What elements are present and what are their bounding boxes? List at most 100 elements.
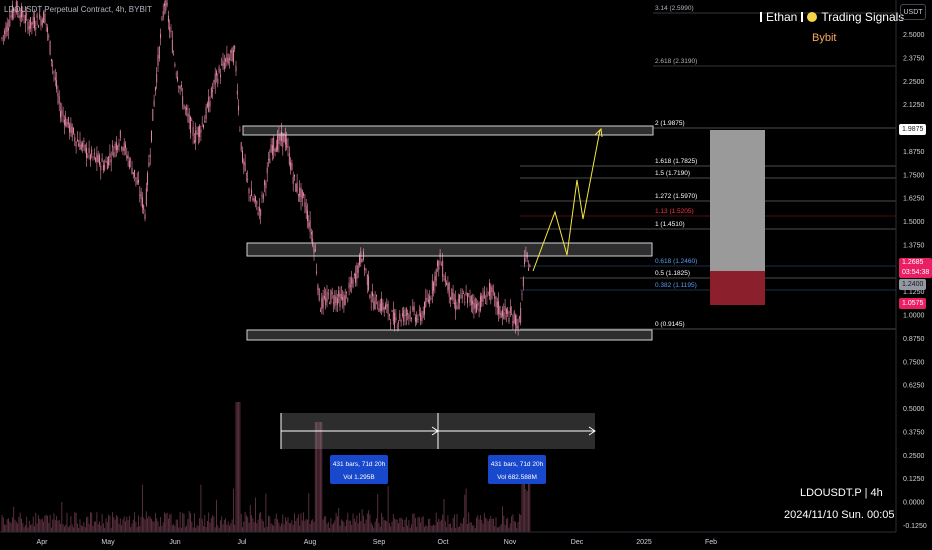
volume-bar bbox=[158, 526, 160, 532]
volume-bar bbox=[121, 525, 123, 532]
volume-bar bbox=[2, 517, 4, 532]
candle-body bbox=[212, 90, 214, 92]
volume-bar bbox=[22, 522, 24, 532]
volume-bar bbox=[212, 515, 214, 532]
time-tick-label: May bbox=[101, 539, 115, 546]
candle-body bbox=[465, 292, 467, 295]
arrow-up-icon bbox=[594, 127, 603, 138]
candle-body bbox=[135, 177, 137, 180]
price-zone-rectangle[interactable] bbox=[246, 329, 653, 341]
candle-body bbox=[43, 11, 45, 23]
candle-body bbox=[385, 304, 386, 310]
volume-bar bbox=[52, 519, 54, 532]
volume-bar bbox=[91, 512, 93, 532]
candle-body bbox=[516, 318, 518, 329]
volume-bar bbox=[166, 512, 168, 532]
candle-body bbox=[308, 222, 310, 227]
candle-body bbox=[240, 142, 242, 151]
measure-volume-label: Vol 682.588M bbox=[497, 474, 537, 481]
candle-body bbox=[165, 0, 167, 11]
volume-bar bbox=[196, 524, 198, 532]
volume-bar bbox=[61, 501, 63, 532]
volume-bar bbox=[368, 510, 370, 532]
candle-body bbox=[238, 105, 240, 111]
volume-bar bbox=[256, 523, 258, 532]
candle-body bbox=[309, 219, 311, 232]
volume-bar bbox=[343, 521, 345, 532]
price-zone-rectangle[interactable] bbox=[246, 242, 653, 257]
volume-bar bbox=[316, 422, 318, 532]
volume-bar bbox=[483, 512, 485, 532]
candle-body bbox=[295, 183, 297, 192]
volume-bar bbox=[360, 520, 362, 532]
volume-bar bbox=[503, 515, 505, 532]
volume-bar bbox=[84, 527, 86, 532]
volume-bar bbox=[329, 527, 331, 532]
volume-bar bbox=[222, 524, 224, 532]
candle-body bbox=[114, 144, 116, 149]
volume-bar bbox=[183, 513, 185, 532]
volume-bar bbox=[102, 523, 104, 532]
price-tick-label: 0.2500 bbox=[903, 453, 925, 460]
candle-body bbox=[251, 189, 253, 197]
candle-body bbox=[330, 290, 332, 303]
volume-bar bbox=[435, 512, 437, 532]
volume-bar bbox=[339, 525, 341, 532]
volume-bar bbox=[413, 513, 415, 532]
volume-bar bbox=[191, 521, 193, 532]
volume-bar bbox=[399, 517, 401, 532]
currency-button[interactable]: USDT bbox=[900, 4, 926, 20]
volume-bar bbox=[421, 517, 423, 532]
candle-body bbox=[491, 287, 493, 293]
candle-body bbox=[499, 306, 501, 316]
candle-body bbox=[300, 187, 302, 202]
stop-price-badge: 1.0575 bbox=[899, 298, 927, 309]
candle-body bbox=[344, 295, 346, 306]
candle-body bbox=[521, 293, 523, 295]
volume-bar bbox=[165, 513, 167, 532]
candle-body bbox=[268, 159, 269, 161]
candle-body bbox=[145, 188, 147, 205]
volume-bar bbox=[381, 512, 383, 532]
candle-body bbox=[96, 153, 98, 163]
candle-body bbox=[122, 147, 124, 152]
candle-body bbox=[30, 17, 32, 29]
candle-body bbox=[84, 144, 86, 152]
candle-body bbox=[199, 125, 201, 138]
candle-body bbox=[269, 158, 271, 164]
volume-bar bbox=[99, 521, 100, 532]
volume-bar bbox=[69, 525, 71, 532]
candle-body bbox=[325, 297, 327, 305]
volume-bar bbox=[287, 517, 289, 532]
exchange-label: Bybit bbox=[812, 32, 837, 44]
volume-bar bbox=[50, 527, 52, 532]
candle-body bbox=[75, 141, 77, 147]
candle-body bbox=[10, 15, 12, 18]
candle-body bbox=[79, 139, 81, 150]
volume-bar bbox=[305, 518, 307, 532]
bar-glyph-icon bbox=[801, 12, 804, 22]
volume-bar bbox=[461, 523, 463, 532]
volume-bar bbox=[370, 522, 372, 532]
price-zone-rectangle[interactable] bbox=[242, 125, 654, 136]
volume-bar bbox=[105, 518, 107, 532]
volume-bar bbox=[56, 516, 58, 532]
position-target-zone[interactable] bbox=[710, 130, 765, 271]
volume-bar bbox=[526, 491, 528, 532]
candle-body bbox=[23, 21, 25, 23]
symbol-title[interactable]: LDOUSDT Perpetual Contract, 4h, BYBIT bbox=[4, 5, 152, 14]
position-stop-zone[interactable] bbox=[710, 271, 765, 305]
bar-glyph-icon bbox=[760, 12, 762, 22]
volume-bar bbox=[453, 514, 455, 532]
price-tick-label: 0.8750 bbox=[903, 336, 925, 343]
candle-body bbox=[49, 41, 51, 55]
volume-bar bbox=[187, 519, 189, 532]
volume-bar bbox=[373, 527, 375, 532]
volume-bar bbox=[153, 521, 155, 532]
candle-body bbox=[45, 23, 47, 25]
volume-bar bbox=[323, 516, 325, 532]
volume-bar bbox=[479, 515, 481, 532]
projection-zigzag[interactable] bbox=[532, 129, 601, 272]
candle-body bbox=[351, 277, 353, 285]
